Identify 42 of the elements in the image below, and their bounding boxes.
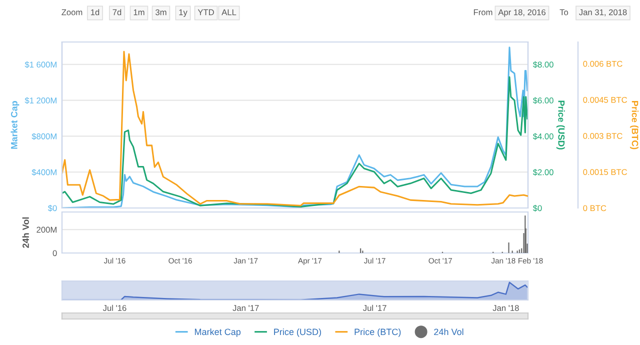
y3-tick-label: 0.003 BTC bbox=[583, 133, 622, 139]
x-tick-label: Jan '17 bbox=[232, 305, 259, 311]
y-tick-label: 200M bbox=[36, 226, 56, 233]
y-axis-title: 24h Vol bbox=[22, 217, 29, 248]
text: From bbox=[474, 9, 492, 16]
text: To bbox=[560, 9, 568, 16]
legend-label: Price (USD) bbox=[274, 328, 321, 337]
y2-tick-label: $2.00 bbox=[532, 168, 554, 176]
y3-axis-title: Price (BTC) bbox=[630, 101, 638, 150]
y2-tick-label: $8.00 bbox=[532, 61, 554, 68]
y3-tick-label: 0 BTC bbox=[583, 205, 606, 212]
y3-tick-label: 0.0045 BTC bbox=[583, 96, 628, 103]
legend-label: Market Cap bbox=[194, 328, 241, 337]
x-tick-label: Jan '18 bbox=[492, 305, 519, 311]
y-tick-label: $0 bbox=[48, 204, 57, 212]
text: 1d bbox=[91, 9, 100, 16]
y-tick-label: $1 600M bbox=[24, 61, 56, 68]
text: 7d bbox=[112, 9, 122, 16]
text: YTD bbox=[198, 9, 214, 16]
y2-tick-label: $0 bbox=[532, 204, 542, 212]
x-tick-label: Jul '16 bbox=[102, 304, 126, 311]
text: ALL bbox=[222, 9, 236, 16]
y-axis-title: Market Cap bbox=[10, 101, 20, 149]
y3-tick-label: 0.006 BTC bbox=[583, 60, 622, 67]
legend-label: 24h Vol bbox=[434, 328, 464, 336]
y-tick-label: 0 bbox=[52, 250, 57, 256]
line-series bbox=[62, 76, 528, 208]
text: Jan 31, 2018 bbox=[579, 9, 627, 16]
text: Zoom bbox=[62, 9, 82, 16]
y2-tick-label: $4.00 bbox=[532, 133, 554, 140]
y2-tick-label: $6.00 bbox=[532, 97, 554, 104]
y-tick-label: $400M bbox=[32, 168, 56, 176]
y2-axis-title: Price (USD) bbox=[556, 100, 565, 150]
y-tick-label: $1 200M bbox=[24, 97, 56, 104]
legend-label: Price (BTC) bbox=[354, 328, 401, 337]
text: 1y bbox=[179, 9, 188, 17]
x-tick-label: Jul '17 bbox=[363, 304, 386, 311]
y3-tick-label: 0.0015 BTC bbox=[583, 169, 628, 176]
text: 3m bbox=[156, 9, 166, 16]
text: 1m bbox=[134, 9, 144, 16]
y-tick-label: $800M bbox=[32, 133, 56, 140]
text: Apr 18, 2016 bbox=[498, 9, 546, 17]
